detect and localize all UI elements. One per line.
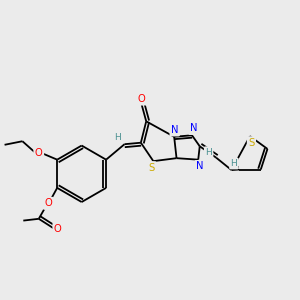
- Text: N: N: [190, 124, 197, 134]
- Text: H: H: [114, 133, 121, 142]
- Text: H: H: [205, 148, 212, 157]
- Text: O: O: [138, 94, 146, 104]
- Text: S: S: [248, 138, 255, 148]
- Text: O: O: [44, 198, 52, 208]
- Text: H: H: [230, 159, 237, 168]
- Text: S: S: [149, 163, 155, 173]
- Text: O: O: [54, 224, 62, 234]
- Text: N: N: [171, 125, 178, 135]
- Text: O: O: [35, 148, 43, 158]
- Text: N: N: [196, 161, 203, 172]
